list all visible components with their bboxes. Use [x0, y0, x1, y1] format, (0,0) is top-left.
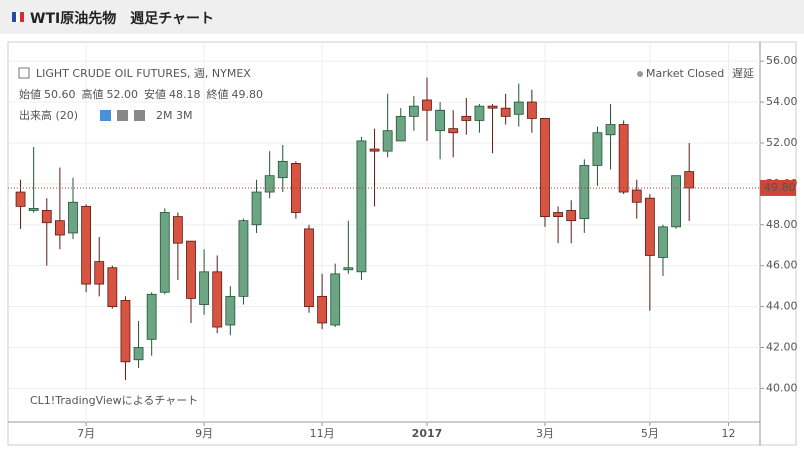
candle-body [592, 132, 603, 166]
x-tick-label: 3月 [536, 427, 554, 440]
candle-body [251, 191, 262, 226]
y-tick-label: 54.00 [766, 95, 798, 108]
candle-body [356, 140, 367, 273]
eye-icon[interactable] [100, 110, 111, 121]
candle-body [671, 175, 681, 228]
candle-body [146, 293, 157, 340]
candle-body [225, 295, 236, 326]
candle-body [500, 107, 511, 117]
candle-body [41, 210, 52, 224]
candle-body [369, 148, 380, 152]
candle-body [317, 295, 328, 324]
candle-body [566, 210, 577, 222]
ohlc-label: 安値 [144, 87, 166, 101]
candle-body [605, 124, 616, 136]
collapse-icon[interactable] [18, 67, 30, 79]
candle-body [474, 105, 485, 121]
candle-body [343, 267, 354, 271]
ohlc-value: 52.00 [107, 88, 139, 101]
candle-body [133, 347, 144, 361]
candle-body [435, 109, 445, 132]
candle-body [513, 101, 524, 115]
ohlc-label: 高値 [82, 87, 104, 101]
candle-body [212, 271, 223, 328]
candle-body [422, 99, 432, 111]
x-tick-label: 11月 [310, 427, 335, 440]
candle-body [382, 130, 393, 152]
watermark: CL1!TradingViewによるチャート [30, 394, 198, 407]
candle-body [120, 300, 131, 363]
candle-body [658, 226, 668, 258]
symbol-title: LIGHT CRUDE OIL FUTURES, 週, NYMEX [36, 67, 251, 80]
last-price-box [760, 179, 796, 196]
candle-body [408, 105, 419, 117]
header: WTI原油先物 週足チャート [0, 0, 804, 34]
ohlc-label: 終値 [207, 87, 229, 101]
x-tick-label: 2017 [412, 427, 443, 440]
x-tick-label: 9月 [195, 427, 213, 440]
market-status: Market Closed [646, 67, 724, 80]
y-tick-label: 52.00 [766, 136, 798, 149]
candle-body [94, 261, 105, 285]
candle-body [579, 165, 590, 220]
y-tick-label: 40.00 [766, 381, 798, 394]
candle-body [199, 271, 210, 305]
candle-body [81, 205, 92, 285]
candle-body [290, 163, 301, 213]
candle-body [107, 267, 118, 307]
candle-body [631, 189, 642, 203]
candle-body [618, 124, 629, 193]
candle-body [172, 216, 183, 244]
volume-label: 出来高 (20) [19, 108, 78, 122]
candle-body [395, 115, 406, 142]
candle-body [238, 220, 249, 297]
candle-body [684, 171, 695, 189]
ohlc-value: 50.60 [44, 88, 76, 101]
page-title: WTI原油先物 週足チャート [30, 11, 215, 27]
candle-body [186, 240, 196, 299]
flag-icon [12, 12, 24, 22]
candle-body [15, 191, 26, 207]
candle-body [644, 197, 655, 256]
delay-label: 遅延 [732, 67, 754, 80]
x-tick-label: 12 [722, 427, 736, 440]
candle-body [330, 273, 341, 326]
candle-body [553, 212, 563, 217]
candle-body [448, 128, 459, 134]
candle-body [461, 115, 472, 121]
range-button[interactable]: 2M [156, 109, 173, 122]
ohlc-value: 48.18 [169, 88, 201, 101]
range-button[interactable]: 3M [176, 109, 193, 122]
settings-icon[interactable] [117, 110, 128, 121]
candle-body [264, 175, 275, 193]
candle-body [54, 220, 65, 236]
last-price-label: 49.80 [764, 181, 796, 194]
candle-body [277, 160, 288, 179]
candle-body [304, 228, 314, 307]
candle-body [28, 208, 39, 211]
candle-body [159, 212, 170, 293]
y-tick-label: 44.00 [766, 300, 798, 313]
status-dot [637, 71, 643, 77]
candle-body [487, 105, 498, 109]
x-tick-label: 5月 [641, 427, 659, 440]
y-tick-label: 46.00 [766, 259, 798, 272]
close-icon[interactable] [134, 110, 145, 121]
x-tick-label: 7月 [77, 427, 95, 440]
ohlc-label: 始値 [19, 87, 41, 101]
y-tick-label: 56.00 [766, 54, 798, 67]
candle-body [540, 118, 550, 217]
candle-body [526, 101, 537, 119]
candle-body [68, 201, 78, 234]
y-tick-label: 42.00 [766, 341, 798, 354]
ohlc-value: 49.80 [232, 88, 264, 101]
y-tick-label: 48.00 [766, 218, 798, 231]
